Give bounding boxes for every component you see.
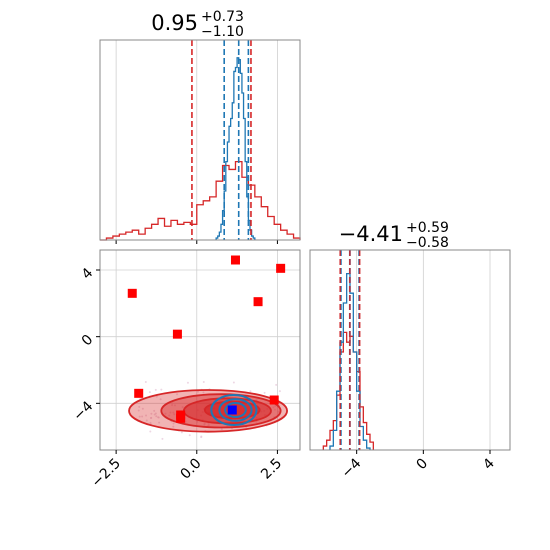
param1-title-plus: +0.73 [201,9,244,25]
param2-histogram-frame [309,249,511,451]
sample-dot [148,391,151,394]
sample-dot [157,416,160,419]
sample-dot [220,428,223,431]
sample-dot [141,415,144,418]
sample-dot [145,419,148,422]
sample-dot [155,395,158,398]
sample-dot [275,383,278,386]
blue-contour-2 [224,402,247,418]
sample-dot [274,405,277,408]
scatter-frame [99,249,301,451]
scatter-x-tick-label-2: 2.5 [258,456,285,483]
scatter-point-0 [127,288,137,298]
sample-dot [168,414,171,417]
sample-dot [263,391,266,394]
sample-dot [202,391,205,394]
sample-dot [200,436,203,439]
param1-title-minus: −1.10 [201,24,244,40]
sample-dot [144,381,147,384]
sample-dot [203,422,206,425]
param1-title: 0.95 +0.73 −1.10 [151,9,244,40]
sample-dot [159,398,162,401]
sample-dot [164,412,167,415]
sample-dot [149,430,152,433]
sample-dot [249,390,252,393]
sample-dot [138,415,141,418]
sample-dot [196,390,199,393]
param1-red-histogram [100,160,301,241]
sample-dot [137,409,140,412]
param1-title-median: 0.95 [151,11,198,35]
sample-dot [202,380,205,383]
param2-title: −4.41 +0.59 −0.58 [339,220,449,251]
sample-dot [172,411,175,414]
scatter-point-1 [230,255,240,265]
param2-title-minus: −0.58 [406,235,449,251]
scatter-x-tick-label-1: 0.0 [178,456,205,483]
right-x-tick-label-0: −4 [339,455,365,481]
right-x-tick-label-2: 4 [480,455,498,473]
sample-dot [273,408,276,411]
scatter-y-tick-label-0: −4 [70,398,96,424]
sample-dot [150,416,153,419]
scatter-point-4 [172,329,182,339]
scatter-point-2 [276,263,286,273]
scatter-point-3 [253,297,263,307]
param2-red-histogram [322,331,374,450]
param1-histogram-frame [99,39,301,241]
blue-contour-1 [218,398,253,422]
param2-histogram-panel: −4 0 4 [309,249,511,481]
sample-dot [154,388,157,391]
sample-dot [138,405,141,408]
sample-dot [173,404,176,407]
sample-dot [149,421,152,424]
sample-dot [277,410,280,413]
sample-dot [150,412,153,415]
sample-dot [153,413,156,416]
sample-dot [155,415,158,418]
sample-dot [145,414,148,417]
scatter-point-6 [269,395,279,405]
truth-point-marker [227,405,237,415]
sample-dot [153,409,156,412]
sample-dot [160,388,163,391]
scatter-point-8 [176,413,186,423]
sample-dot [188,434,191,437]
sample-dot [186,381,189,384]
sample-dot [172,422,175,425]
param2-title-plus: +0.59 [406,220,449,236]
sample-dot [169,411,172,414]
sample-dot [172,425,175,428]
blue-contour-0 [210,394,258,426]
scatter-y-tick-label-1: 0 [79,332,97,350]
sample-dot [176,393,179,396]
sample-dot [171,404,174,407]
sample-dot [173,413,176,416]
sample-dot [158,421,161,424]
sample-dot [278,390,281,393]
sample-dot [161,437,164,440]
scatter-y-tick-label-2: 4 [79,265,97,283]
param2-blue-histogram [329,272,371,450]
sample-dot [232,381,235,384]
sample-dot [141,407,144,410]
scatter-point-5 [134,388,144,398]
sample-dot [181,406,184,409]
right-x-tick-label-1: 0 [414,456,432,474]
joint-scatter-panel: −2.5 0.0 2.5 −4 0 4 [70,249,301,491]
sample-dot [171,402,174,405]
sample-dot [272,406,275,409]
sample-dot [255,420,258,423]
sample-dot [180,431,183,434]
param1-histogram-panel [99,39,301,244]
param2-title-median: −4.41 [339,222,403,246]
scatter-x-tick-label-0: −2.5 [89,456,124,491]
